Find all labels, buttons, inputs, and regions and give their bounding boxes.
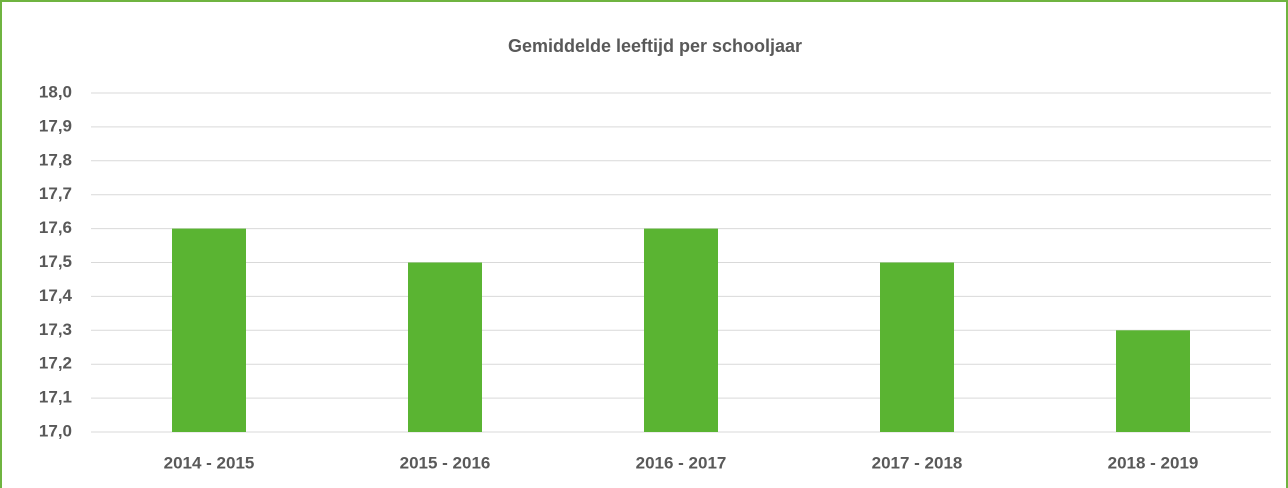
x-tick-label: 2014 - 2015 <box>164 453 255 472</box>
y-tick-label: 17,0 <box>39 421 72 440</box>
chart-title: Gemiddelde leeftijd per schooljaar <box>508 36 802 56</box>
y-tick-label: 17,8 <box>39 150 72 169</box>
y-tick-label: 17,6 <box>39 218 72 237</box>
x-tick-label: 2017 - 2018 <box>872 453 963 472</box>
y-tick-label: 17,1 <box>39 388 72 407</box>
y-tick-label: 18,0 <box>39 82 72 101</box>
y-tick-label: 17,4 <box>39 286 73 305</box>
bar <box>880 262 954 432</box>
y-tick-label: 17,7 <box>39 184 72 203</box>
x-tick-label: 2016 - 2017 <box>636 453 727 472</box>
bar <box>1116 330 1190 432</box>
y-tick-label: 17,3 <box>39 320 72 339</box>
bar <box>644 228 718 432</box>
bar <box>172 228 246 432</box>
x-tick-label: 2018 - 2019 <box>1108 453 1199 472</box>
bar <box>408 262 482 432</box>
y-tick-label: 17,5 <box>39 252 72 271</box>
y-tick-label: 17,9 <box>39 116 72 135</box>
y-tick-label: 17,2 <box>39 354 72 373</box>
x-tick-label: 2015 - 2016 <box>400 453 491 472</box>
